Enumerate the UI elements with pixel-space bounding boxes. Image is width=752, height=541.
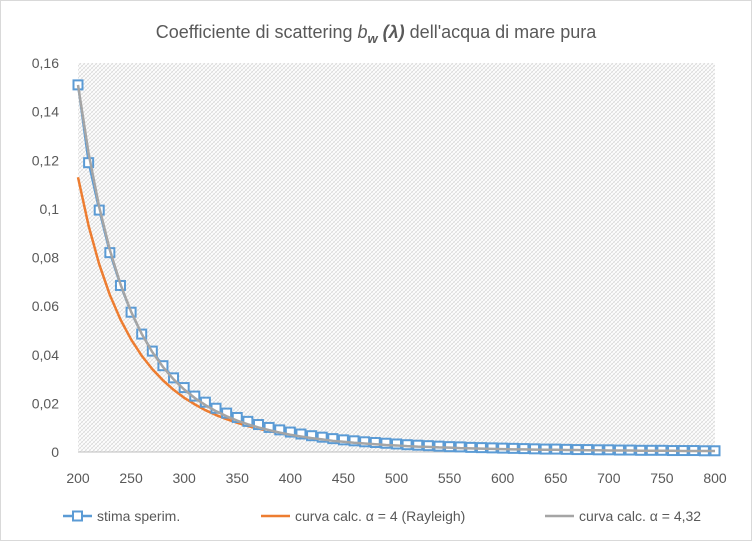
legend-marker xyxy=(72,510,83,522)
data-point-marker xyxy=(380,437,392,449)
plot-area xyxy=(78,63,715,452)
data-point-marker xyxy=(316,431,328,443)
data-point-marker xyxy=(274,424,286,436)
data-point-marker xyxy=(189,390,201,402)
y-tick-label: 0,16 xyxy=(32,55,59,71)
x-tick-label: 700 xyxy=(597,470,621,486)
legend-label: curva calc. α = 4 (Rayleigh) xyxy=(295,508,465,524)
data-point-marker xyxy=(359,436,371,448)
series-line xyxy=(76,84,715,453)
legend-item: curva calc. α = 4 (Rayleigh) xyxy=(261,508,465,524)
data-point-marker xyxy=(369,437,381,449)
series-layer xyxy=(72,79,721,457)
data-point-marker xyxy=(306,430,318,442)
x-tick-label: 250 xyxy=(119,470,143,486)
x-tick-label: 650 xyxy=(544,470,568,486)
x-tick-label: 600 xyxy=(491,470,515,486)
y-tick-label: 0,14 xyxy=(32,104,59,120)
data-point-marker xyxy=(327,433,339,445)
y-tick-label: 0,12 xyxy=(32,152,59,168)
data-point-marker xyxy=(252,419,264,431)
x-tick-label: 750 xyxy=(650,470,674,486)
y-tick-label: 0,08 xyxy=(32,250,59,266)
legend-item: stima sperim. xyxy=(63,508,180,524)
y-tick-label: 0.06 xyxy=(32,298,59,314)
x-tick-label: 450 xyxy=(332,470,356,486)
x-tick-label: 800 xyxy=(703,470,727,486)
legend: stima sperim. curva calc. α = 4 (Rayleigh… xyxy=(63,508,701,524)
x-tick-label: 550 xyxy=(438,470,462,486)
data-point-marker xyxy=(337,434,349,446)
y-tick-label: 0,04 xyxy=(32,347,59,363)
legend-label: curva calc. α = 4,32 xyxy=(579,508,701,524)
y-axis-tick-labels: 0 0,02 0,04 0.06 0,08 0,1 0,12 0,14 0,16 xyxy=(32,55,59,460)
data-point-marker xyxy=(412,439,424,451)
data-point-marker xyxy=(391,438,402,450)
data-point-marker xyxy=(284,426,296,438)
data-point-marker xyxy=(295,428,307,440)
legend-item: curva calc. α = 4,32 xyxy=(545,508,701,524)
series-2 xyxy=(76,84,715,453)
x-tick-label: 200 xyxy=(66,470,90,486)
x-tick-label: 500 xyxy=(385,470,409,486)
data-point-marker xyxy=(263,421,275,433)
x-tick-label: 400 xyxy=(279,470,303,486)
y-tick-label: 0 xyxy=(51,444,59,460)
data-point-marker xyxy=(178,382,190,394)
y-tick-label: 0,02 xyxy=(32,395,59,411)
x-tick-label: 350 xyxy=(226,470,250,486)
y-tick-label: 0,1 xyxy=(40,201,60,217)
x-tick-label: 300 xyxy=(172,470,196,486)
data-point-marker xyxy=(348,435,360,447)
x-axis-tick-labels: 200 250 300 350 400 450 500 550 600 650 700 750 800 xyxy=(66,470,727,486)
legend-label: stima sperim. xyxy=(97,508,180,524)
chart-title: Coefficiente di scattering bw (λ) dell'a… xyxy=(156,22,597,46)
data-point-marker xyxy=(242,415,254,427)
